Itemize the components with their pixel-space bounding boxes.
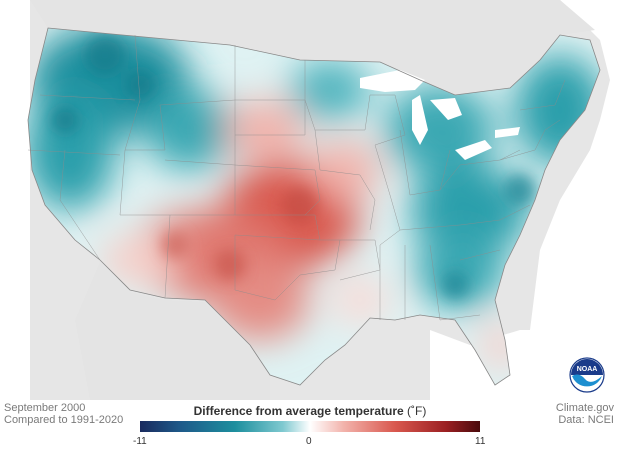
map-svg [0,0,620,400]
legend-title-text: Difference from average temperature [193,404,404,418]
data-source: Data: NCEI [558,414,614,426]
svg-text:NOAA: NOAA [577,366,598,373]
great-lakes [360,70,520,160]
atlantic-ocean [530,0,620,330]
legend-title: Difference from average temperature (˚F) [140,404,480,418]
legend-min-label: -11 [133,436,147,447]
map-date: September 2000 [4,402,86,414]
legend-mid-label: 0 [306,436,312,447]
legend-unit: (˚F) [407,404,427,418]
noaa-logo-icon: NOAA [569,357,605,393]
legend-max-label: 11 [475,436,486,447]
state-borders [27,34,566,321]
baseline-period: Compared to 1991-2020 [4,414,124,426]
legend-color-bar [140,421,480,432]
temperature-anomaly-map [0,0,620,400]
credit-climate-gov: Climate.gov [555,402,614,414]
us-outline [27,27,601,386]
